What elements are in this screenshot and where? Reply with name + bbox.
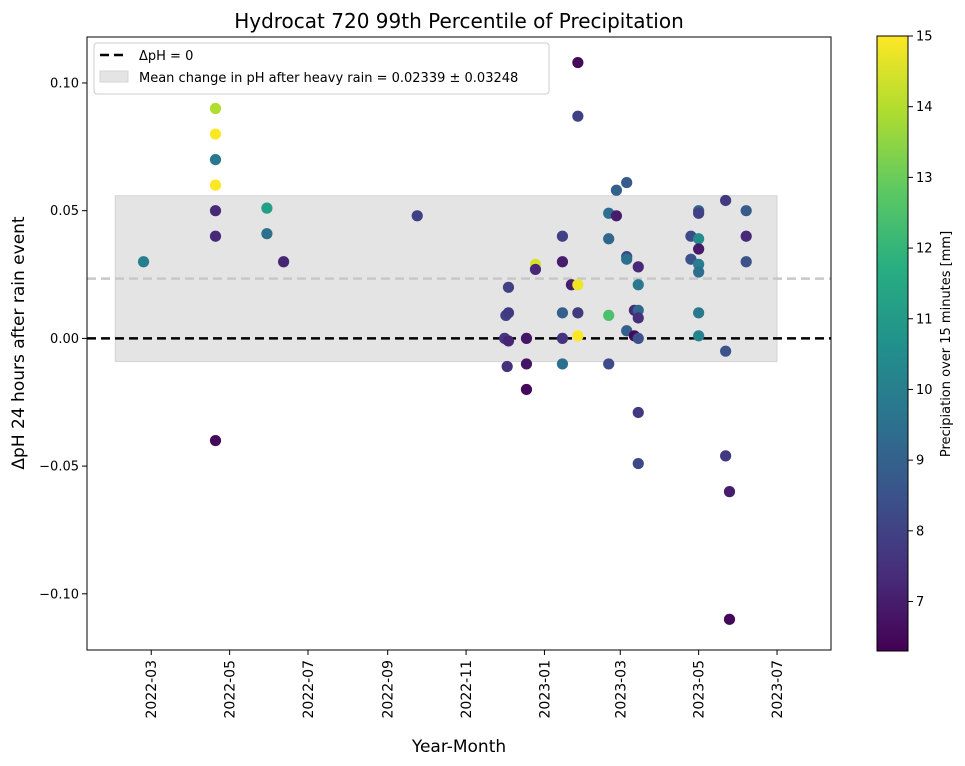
y-tick-label: 0.10 xyxy=(50,76,79,91)
x-tick-label: 2022-11 xyxy=(459,660,475,719)
scatter-point xyxy=(693,266,705,278)
colorbar-tick-label: 7 xyxy=(916,595,924,610)
scatter-point xyxy=(572,307,584,319)
legend-box xyxy=(93,42,550,95)
scatter-point xyxy=(556,256,569,268)
scatter-point xyxy=(720,450,732,462)
scatter-point xyxy=(529,263,542,276)
scatter-point xyxy=(621,253,633,265)
scatter-point xyxy=(632,406,644,419)
scatter-point xyxy=(632,261,644,273)
scatter-point xyxy=(556,332,569,344)
scatter-point xyxy=(610,210,623,222)
scatter-point xyxy=(209,128,222,140)
colorbar-tick-label: 12 xyxy=(916,242,933,257)
colorbar-tick-label: 10 xyxy=(916,383,933,398)
x-tick-label: 2023-07 xyxy=(770,660,786,719)
scatter-point xyxy=(632,279,644,291)
scatter-point xyxy=(693,330,705,342)
colorbar-gradient xyxy=(876,35,909,652)
scatter-point xyxy=(556,307,569,319)
y-tick-label: 0.00 xyxy=(50,332,79,347)
plot-frame xyxy=(86,36,832,651)
scatter-point xyxy=(209,102,222,115)
scatter-point xyxy=(209,179,222,191)
scatter-point xyxy=(603,358,615,370)
scatter-point xyxy=(278,256,290,268)
y-tick-label: −0.05 xyxy=(39,460,79,475)
scatter-point xyxy=(572,110,584,122)
y-tick-label: 0.05 xyxy=(50,204,79,219)
colorbar-tick-label: 9 xyxy=(916,454,924,469)
y-axis-ticks: −0.10 −0.05 0.00 0.05 0.10 xyxy=(39,76,87,602)
scatter-point xyxy=(621,176,633,189)
scatter-point xyxy=(632,332,644,344)
scatter-point xyxy=(411,210,423,222)
scatter-point xyxy=(572,279,584,291)
scatter-point xyxy=(603,233,615,245)
scatter-point xyxy=(520,383,533,396)
colorbar: 7 8 9 10 11 12 13 14 15 Precipiation over 15 min… xyxy=(876,30,954,652)
scatter-point xyxy=(209,230,222,242)
y-tick-label: −0.10 xyxy=(39,587,79,602)
scatter-point xyxy=(740,230,752,242)
scatter-point xyxy=(572,330,584,342)
colorbar-tick-label: 15 xyxy=(916,30,933,45)
scatter-point xyxy=(520,358,533,370)
y-axis-label: ΔpH 24 hours after rain event xyxy=(9,216,29,470)
colorbar-tick-label: 13 xyxy=(916,171,933,186)
legend-band-label: Mean change in pH after heavy rain = 0.0… xyxy=(139,71,518,86)
scatter-point xyxy=(556,230,569,242)
colorbar-label: Precipiation over 15 minutes [mm] xyxy=(939,231,954,457)
scatter-point xyxy=(693,233,705,245)
scatter-point xyxy=(693,243,705,255)
scatter-points xyxy=(137,56,752,625)
scatter-point xyxy=(209,154,222,166)
x-tick-label: 2023-01 xyxy=(537,660,553,719)
colorbar-tick-label: 11 xyxy=(916,312,933,327)
scatter-point xyxy=(693,207,705,219)
scatter-point xyxy=(209,205,222,217)
x-tick-label: 2022-07 xyxy=(301,660,317,719)
legend-band-swatch xyxy=(99,70,129,83)
scatter-point xyxy=(261,228,273,240)
colorbar-tick-label: 8 xyxy=(916,524,924,539)
scatter-point xyxy=(740,205,752,217)
scatter-point xyxy=(632,457,644,470)
scatter-point xyxy=(720,194,732,207)
scatter-point xyxy=(502,281,515,293)
scatter-point xyxy=(740,256,752,268)
scatter-point xyxy=(610,184,623,196)
x-axis-ticks: 2022-03 2022-05 2022-07 2022-09 2022-11 2023-… xyxy=(144,650,786,719)
scatter-point xyxy=(501,360,513,373)
scatter-point xyxy=(723,486,736,498)
x-tick-label: 2022-03 xyxy=(144,660,160,719)
colorbar-tick-label: 14 xyxy=(916,100,933,115)
legend-zero-line-label: ΔpH = 0 xyxy=(139,49,193,64)
scatter-point xyxy=(723,613,736,625)
x-tick-label: 2023-03 xyxy=(613,660,629,719)
scatter-point xyxy=(502,335,515,347)
legend: ΔpH = 0 Mean change in pH after heavy ra… xyxy=(93,42,550,95)
scatter-point xyxy=(632,304,644,316)
scatter-point xyxy=(261,202,273,214)
x-tick-label: 2022-09 xyxy=(381,660,397,719)
scatter-point xyxy=(632,312,644,324)
scatter-point xyxy=(520,332,533,344)
x-tick-label: 2023-05 xyxy=(692,660,708,719)
scatter-point xyxy=(209,434,222,447)
scatter-point xyxy=(720,345,732,357)
chart-title: Hydrocat 720 99th Percentile of Precipit… xyxy=(234,9,684,33)
x-tick-label: 2022-05 xyxy=(223,660,239,719)
scatter-point xyxy=(693,307,705,319)
x-axis-label: Year-Month xyxy=(411,737,506,757)
scatter-point xyxy=(556,358,569,370)
scatter-point xyxy=(693,258,705,270)
scatter-point xyxy=(137,256,150,268)
scatter-point xyxy=(502,307,515,319)
scatter-point xyxy=(603,309,615,322)
scatter-point xyxy=(572,56,584,69)
colorbar-ticks: 7 8 9 10 11 12 13 14 15 xyxy=(908,30,933,610)
